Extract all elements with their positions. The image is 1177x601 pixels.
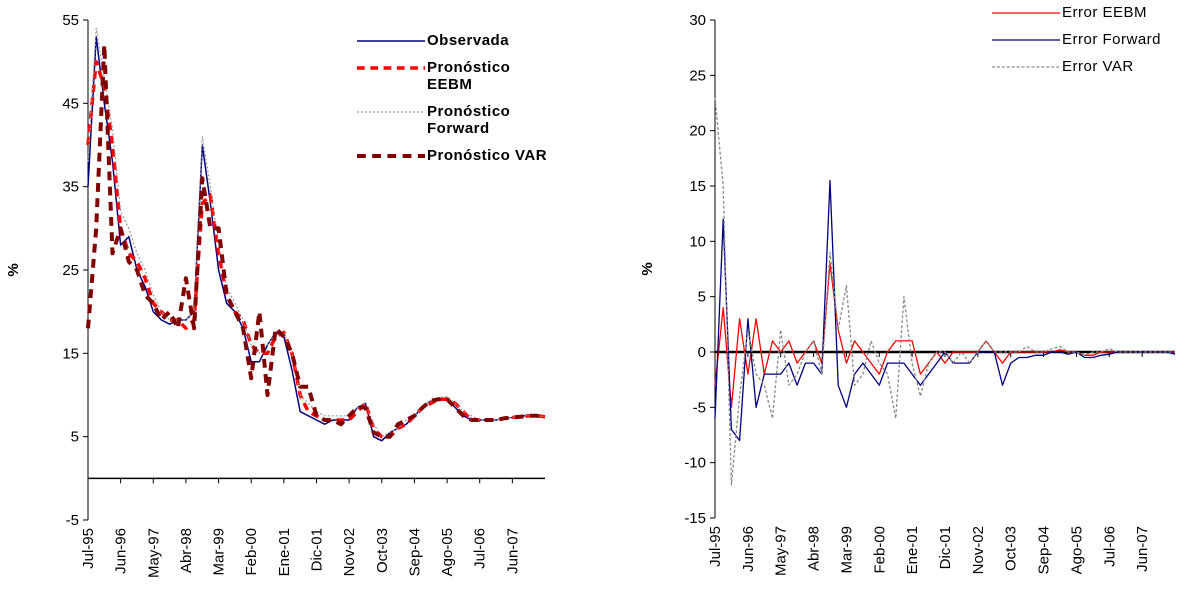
y-axis-label: % bbox=[639, 262, 656, 275]
legend-swatch bbox=[357, 40, 425, 42]
x-tick-label: Ene-01 bbox=[276, 528, 293, 576]
legend-item: Pronóstico VAR bbox=[355, 147, 555, 164]
x-tick-label: Mar-99 bbox=[211, 528, 228, 576]
y-tick-label: 45 bbox=[62, 95, 79, 112]
series-line bbox=[87, 35, 546, 442]
y-tick-label: -5 bbox=[66, 512, 79, 529]
x-tick-label: Sep-04 bbox=[406, 528, 423, 576]
y-tick-label: 5 bbox=[698, 289, 706, 306]
x-tick-label: Jun-07 bbox=[1134, 526, 1151, 572]
x-tick-label: Jul-06 bbox=[472, 528, 489, 569]
y-tick-label: 55 bbox=[62, 12, 79, 29]
y-axis-label: % bbox=[5, 263, 22, 276]
x-tick-label: Dic-01 bbox=[937, 526, 954, 569]
legend-item: Error VAR bbox=[990, 58, 1175, 75]
y-tick-label: 15 bbox=[689, 178, 706, 195]
y-tick-label: 5 bbox=[71, 429, 79, 446]
series-line bbox=[86, 43, 546, 439]
legend-label: Pronóstico EEBM bbox=[427, 59, 511, 93]
series-line bbox=[714, 262, 1175, 408]
x-tick-label: Jun-96 bbox=[113, 528, 130, 574]
x-tick-label: Ene-01 bbox=[904, 526, 921, 574]
y-tick-label: 20 bbox=[689, 123, 706, 140]
x-tick-label: Jul-95 bbox=[707, 526, 724, 567]
legend-label: Pronóstico VAR bbox=[427, 147, 548, 164]
y-tick-label: 25 bbox=[689, 67, 706, 84]
legend-swatch bbox=[992, 39, 1060, 41]
x-tick-label: Feb-00 bbox=[871, 526, 888, 574]
x-tick-label: Jun-96 bbox=[740, 526, 757, 572]
legend-item: Observada bbox=[355, 32, 555, 49]
legend-item: Pronóstico Forward bbox=[355, 103, 555, 137]
legend-item: Error EEBM bbox=[990, 4, 1175, 21]
legend-label: Pronóstico Forward bbox=[427, 103, 511, 137]
legend-swatch bbox=[357, 154, 425, 158]
x-tick-label: Nov-02 bbox=[970, 526, 987, 574]
y-tick-label: 25 bbox=[62, 262, 79, 279]
x-tick-label: Nov-02 bbox=[341, 528, 358, 576]
y-tick-label: 35 bbox=[62, 179, 79, 196]
x-tick-label: Dic-01 bbox=[309, 528, 326, 571]
legend-swatch bbox=[992, 66, 1060, 68]
y-tick-label: 15 bbox=[62, 345, 79, 362]
y-tick-label: 10 bbox=[689, 233, 706, 250]
series-line bbox=[714, 179, 1176, 442]
x-tick-label: Ago-05 bbox=[1068, 526, 1085, 574]
legend: Error EEBM Error Forward Error VAR bbox=[990, 4, 1175, 85]
x-tick-label: May-97 bbox=[145, 528, 162, 578]
series-line bbox=[714, 97, 1175, 486]
x-tick-label: Sep-04 bbox=[1036, 526, 1053, 574]
legend-label: Error VAR bbox=[1062, 58, 1134, 75]
legend-item: Pronóstico EEBM bbox=[355, 59, 555, 93]
legend-swatch bbox=[357, 66, 425, 70]
y-tick-label: -5 bbox=[693, 399, 706, 416]
y-tick-label: 0 bbox=[698, 344, 706, 361]
legend-label: Error Forward bbox=[1062, 31, 1162, 48]
legend-item: Error Forward bbox=[990, 31, 1175, 48]
x-tick-label: Abr-98 bbox=[178, 528, 195, 573]
y-tick-label: 30 bbox=[689, 12, 706, 29]
x-tick-label: Jul-95 bbox=[80, 528, 97, 569]
legend-swatch bbox=[992, 12, 1060, 14]
x-tick-label: Ago-05 bbox=[439, 528, 456, 576]
x-tick-label: Jul-06 bbox=[1101, 526, 1118, 567]
y-tick-label: -10 bbox=[684, 455, 706, 472]
x-tick-label: Mar-99 bbox=[838, 526, 855, 574]
x-tick-label: Feb-00 bbox=[243, 528, 260, 576]
legend-swatch bbox=[357, 111, 425, 113]
x-tick-label: Oct-03 bbox=[1003, 526, 1020, 571]
legend-label: Observada bbox=[427, 32, 510, 49]
x-tick-label: May-97 bbox=[773, 526, 790, 576]
legend: Observada Pronóstico EEBM Pronóstico Forwa… bbox=[355, 32, 555, 174]
y-tick-label: -15 bbox=[684, 510, 706, 527]
legend-label: Error EEBM bbox=[1062, 4, 1148, 21]
x-tick-label: Abr-98 bbox=[806, 526, 823, 571]
x-tick-label: Oct-03 bbox=[374, 528, 391, 573]
x-tick-label: Jun-07 bbox=[504, 528, 521, 574]
